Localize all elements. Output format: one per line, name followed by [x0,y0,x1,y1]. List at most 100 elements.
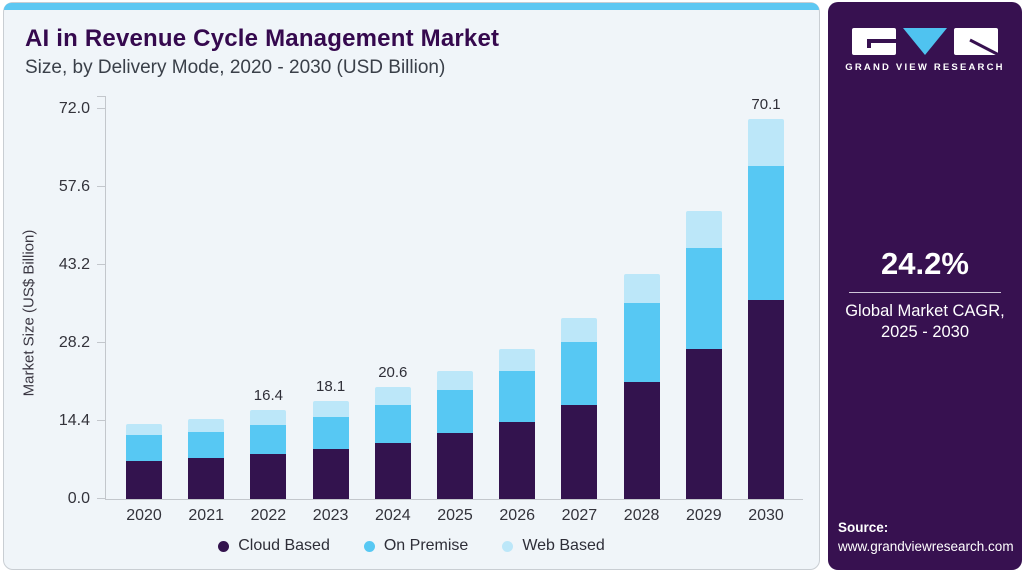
logo-letter-g-icon [852,28,896,55]
legend-dot-icon [363,540,375,552]
x-tick-label: 2020 [126,507,162,524]
bar-segment [561,405,598,499]
chart-legend: Cloud Based On Premise Web Based [4,537,819,555]
bar-segment [250,425,287,455]
logo-letter-r-icon [954,28,998,55]
legend-item: On Premise [363,537,469,555]
x-tick-label: 2024 [375,507,411,524]
chart-card: AI in Revenue Cycle Management Market Si… [3,2,820,570]
bar-segment [126,460,162,499]
legend-label: Cloud Based [238,537,330,554]
stacked-bar-2029 [685,211,722,499]
bar-value-label: 18.1 [315,377,346,395]
bar-segment [374,442,411,499]
stacked-bar-2020 [126,423,162,499]
bar-segment [250,410,287,426]
y-tick-mark [97,342,106,343]
legend-dot-icon [218,540,230,552]
bar-segment [437,370,473,390]
y-tick-mark [97,108,106,109]
bar-segment [188,418,225,432]
x-tick-label: 2023 [312,507,349,524]
bar-segment [561,342,598,406]
cagr-value: 24.2% [881,246,969,281]
stacked-bar-2030 [748,119,784,499]
bar-segment [685,248,722,349]
legend-label: On Premise [383,537,469,554]
stacked-bar-2024 [374,387,411,499]
cagr-divider [849,292,1001,293]
bar-segment [312,400,349,418]
x-tick-label: 2022 [250,507,287,524]
y-tick-label: 0.0 [67,490,90,507]
x-tick-label: 2030 [748,507,784,524]
bar-segment [685,211,722,249]
bar-value-label: 20.6 [378,364,408,382]
bar-segment [623,382,660,499]
gvr-logo-marks [828,28,1022,55]
bar-segment [250,454,287,499]
cagr-block: 24.2% Global Market CAGR, 2025 - 2030 [828,246,1022,343]
y-tick-label: 72.0 [58,100,90,117]
y-tick-label: 28.2 [58,334,90,351]
y-tick-label: 57.6 [58,178,90,195]
cagr-caption-line1: Global Market CAGR, [845,302,1005,320]
cagr-caption: Global Market CAGR, 2025 - 2030 [828,301,1022,343]
y-tick-mark [97,264,106,265]
y-tick-label: 14.4 [58,412,90,429]
bar-segment [374,405,411,443]
bar-segment [312,417,349,450]
bar-segment [748,300,784,499]
brand-sidebar: GRAND VIEW RESEARCH 24.2% Global Market … [828,2,1022,570]
y-tick-mark [97,186,106,187]
bar-segment [623,274,660,304]
bar-segment [312,449,349,499]
chart-subtitle: Size, by Delivery Mode, 2020 - 2030 (USD… [25,57,446,78]
plot-area: 0.0 14.4 28.2 43.2 57.6 72.0 2020 2021 16.4 2022 1… [59,96,803,524]
y-tick-mark [97,420,106,421]
stacked-bar-2021 [188,418,225,499]
source-label: Source: [838,520,889,535]
bar-segment [748,119,784,167]
x-tick-label: 2026 [499,507,535,524]
legend-label: Web Based [522,537,605,554]
bar-segment [126,435,162,461]
x-tick-label: 2027 [561,507,598,524]
stacked-bar-2023 [312,400,349,499]
x-tick-label: 2021 [188,507,224,524]
legend-item: Web Based [502,537,605,555]
source-url: www.grandviewresearch.com [838,539,1014,554]
bar-segment [499,348,536,372]
legend-dot-icon [502,540,514,552]
bar-segment [499,422,536,499]
stacked-bar-2026 [499,348,536,499]
legend-item: Cloud Based [218,537,330,555]
bar-value-label: 70.1 [751,96,781,114]
card-top-accent-bar [4,3,819,10]
source-block: Source: www.grandviewresearch.com [838,520,1014,554]
brand-name: GRAND VIEW RESEARCH [845,62,1005,73]
stacked-bar-2027 [561,318,598,499]
cagr-caption-line2: 2025 - 2030 [880,323,970,341]
bar-segment [126,423,162,436]
stacked-bar-2025 [437,370,473,499]
bar-segment [685,348,722,499]
bar-segment [748,166,784,301]
bar-segment [499,371,536,423]
stacked-bar-2028 [623,274,660,499]
y-axis-title: Market Size (US$ Billion) [20,229,38,397]
gvr-logo: GRAND VIEW RESEARCH [828,28,1022,73]
x-tick-label: 2028 [623,507,660,524]
bar-value-label: 16.4 [253,387,283,405]
y-tick-label: 43.2 [58,256,90,273]
y-tick-mark [97,498,106,499]
bar-segment [374,387,411,406]
bar-segment [437,432,473,499]
bar-segment [561,318,598,343]
bar-segment [437,389,473,433]
bar-segment [188,457,225,499]
stacked-bar-2022 [250,410,287,499]
x-tick-label: 2025 [437,507,473,524]
chart-title: AI in Revenue Cycle Management Market [25,25,500,52]
